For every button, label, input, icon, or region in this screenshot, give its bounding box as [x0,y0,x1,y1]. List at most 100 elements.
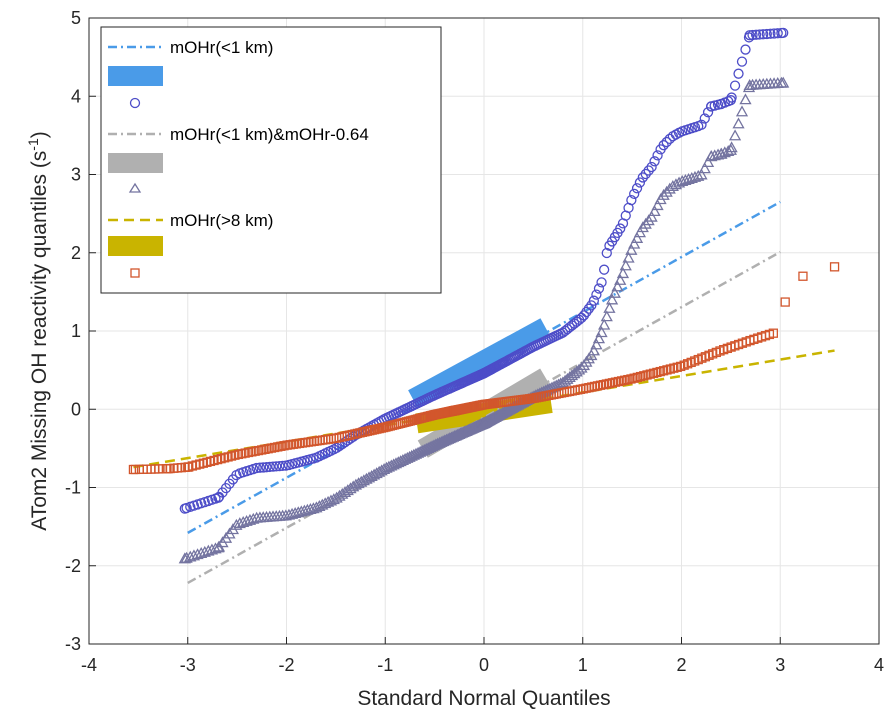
y-tick-label: 5 [71,8,81,28]
y-axis-ticks: -3 -2 -1 0 1 2 3 4 5 [65,8,96,654]
y-axis-label: ATom2 Missing OH reactivity quantiles (s… [25,131,51,531]
point-triangle-s1 [695,168,708,180]
point-triangle-s1 [651,199,664,211]
point-circle-s0 [725,95,737,106]
point-triangle-s1 [735,105,749,117]
iqr-band-s0 [408,318,551,408]
x-tick-label: -4 [81,655,97,675]
point-circle-s0 [631,183,643,194]
y-tick-label: 2 [71,243,81,263]
point-circle-s0 [744,30,755,41]
point-triangle-s1 [333,489,346,501]
point-circle-s0 [591,289,602,300]
point-triangle-s1 [692,169,705,181]
point-square-s2 [798,271,808,281]
point-circle-s0 [634,177,646,188]
point-circle-s0 [258,462,269,473]
legend-band-s2 [108,236,163,256]
point-triangle-s1 [338,485,352,497]
point-circle-s0 [754,29,765,40]
point-circle-s0 [646,161,657,173]
point-circle-s0 [264,461,275,473]
point-circle-s0 [179,503,190,514]
y-axis-label-main: ATom2 Missing OH reactivity quantiles (s [28,151,51,531]
point-triangle-s1 [628,237,641,249]
point-circle-s0 [277,460,288,472]
point-square-s2 [629,373,639,383]
point-triangle-s1 [619,259,632,271]
point-triangle-s1 [321,495,335,507]
point-triangle-s1 [648,205,661,217]
point-triangle-s1 [603,301,616,313]
point-circle-s0 [261,462,272,473]
point-square-s2 [183,462,193,472]
point-triangle-s1 [202,544,215,556]
y-tick-label: -3 [65,634,81,654]
point-triangle-s1 [191,548,204,560]
point-triangle-s1 [563,371,576,382]
y-tick-label: 1 [71,321,81,341]
x-tick-label: -2 [278,655,294,675]
point-triangle-s1 [327,493,340,505]
point-circle-s0 [629,188,640,200]
point-square-s2 [635,371,646,382]
x-tick-label: 0 [479,655,489,675]
data-points [128,27,840,564]
point-circle-s0 [765,28,776,39]
point-triangle-s1 [739,93,752,105]
point-circle-s0 [699,113,710,124]
point-square-s2 [645,369,655,379]
point-circle-s0 [583,303,594,314]
point-circle-s0 [705,101,717,112]
point-square-s2 [163,464,173,474]
point-circle-s0 [729,80,741,91]
point-square-s2 [632,372,642,383]
point-triangle-s1 [728,129,742,141]
legend-marker-s2 [130,268,140,278]
point-triangle-s1 [565,369,579,381]
point-circle-s0 [337,438,348,450]
point-circle-s0 [637,172,648,183]
point-square-s2 [829,262,840,272]
point-triangle-s1 [561,372,574,384]
y-tick-label: 0 [71,399,81,419]
point-triangle-s1 [184,550,197,562]
x-tick-label: 3 [775,655,785,675]
point-triangle-s1 [324,494,338,506]
point-circle-s0 [658,140,669,151]
point-square-s2 [768,328,778,338]
point-triangle-s1 [743,78,756,90]
legend-marker-s0 [129,97,141,109]
point-triangle-s1 [645,210,658,222]
y-tick-label: -2 [65,556,81,576]
point-triangle-s1 [608,286,621,298]
point-triangle-s1 [611,280,624,292]
point-circle-s0 [758,29,769,40]
x-axis-label: Standard Normal Quantiles [357,687,610,710]
point-circle-s0 [640,168,651,180]
point-square-s2 [626,374,636,384]
point-square-s2 [652,367,662,378]
point-circle-s0 [696,119,707,130]
point-circle-s0 [593,283,605,294]
point-circle-s0 [588,295,600,306]
point-triangle-s1 [625,243,638,255]
point-triangle-s1 [330,491,343,503]
point-triangle-s1 [319,497,332,509]
point-circle-s0 [626,194,637,206]
point-triangle-s1 [568,367,581,379]
legend-band-s0 [108,66,163,86]
point-triangle-s1 [660,185,673,197]
legend: mOHr(<1 km) mOHr(<1 km)&mOHr-0.64 mOHr(>… [100,26,442,294]
point-triangle-s1 [341,484,354,496]
point-circle-s0 [643,165,654,176]
point-triangle-s1 [592,332,606,344]
point-triangle-s1 [590,338,603,350]
point-circle-s0 [778,27,789,39]
point-circle-s0 [652,150,663,161]
point-triangle-s1 [724,143,737,155]
point-triangle-s1 [642,214,655,226]
point-circle-s0 [615,223,626,234]
point-triangle-s1 [630,231,644,243]
